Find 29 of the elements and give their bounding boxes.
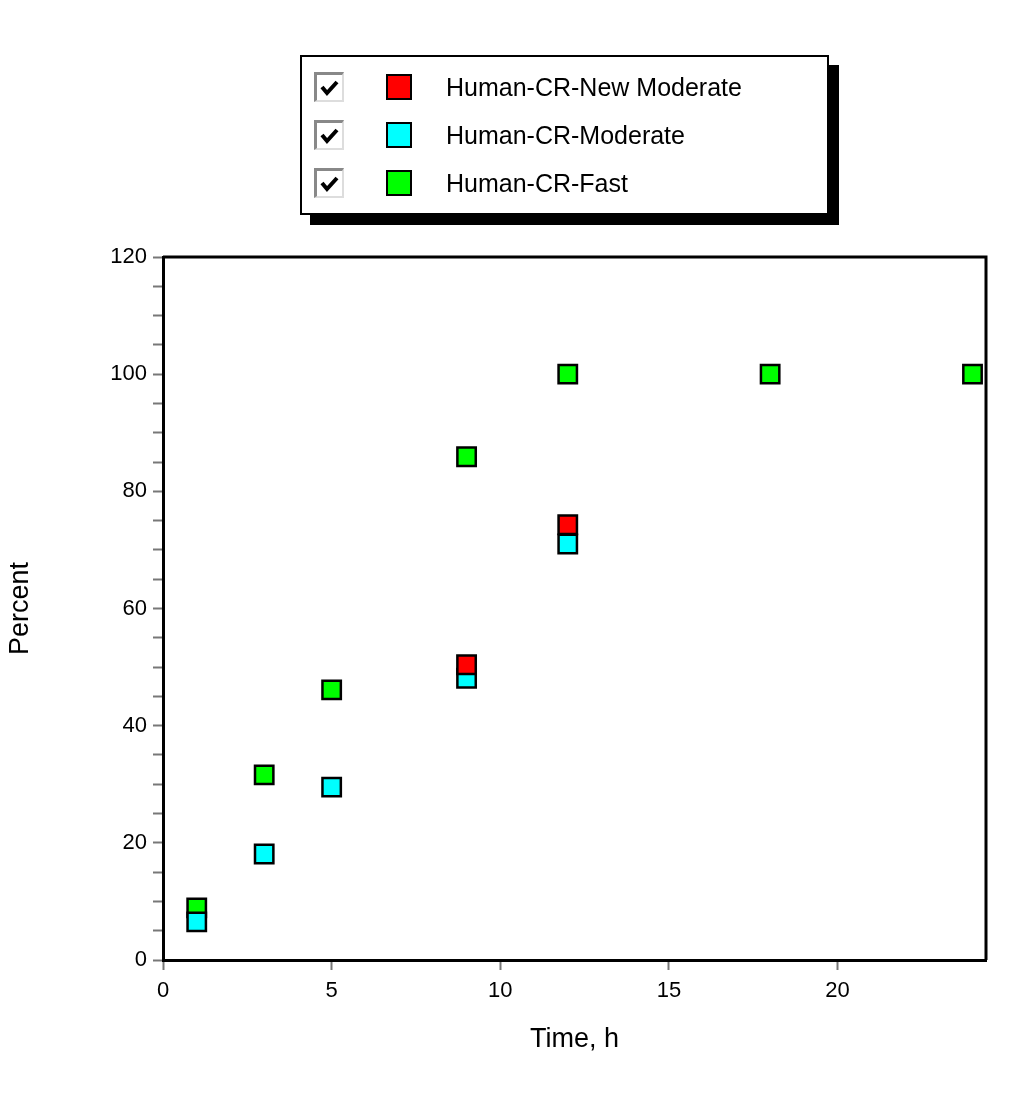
point <box>962 363 983 385</box>
y-tick-label: 60 <box>122 594 147 620</box>
y-tick-label: 100 <box>110 360 147 386</box>
x-tick-label: 10 <box>488 977 513 1003</box>
point <box>557 363 579 385</box>
point <box>253 843 275 865</box>
point <box>321 776 343 798</box>
point <box>321 679 343 701</box>
legend-label: Human-CR-New Moderate <box>446 72 742 102</box>
point <box>557 533 579 555</box>
x-axis-title: Time, h <box>529 1023 620 1054</box>
x-tick-label: 15 <box>656 977 682 1003</box>
y-tick-label: 120 <box>110 243 147 269</box>
y-tick-label: 40 <box>122 711 147 737</box>
legend-label: Human-CR-Fast <box>446 168 628 198</box>
point <box>456 446 478 468</box>
y-tick-label: 80 <box>122 477 147 503</box>
x-tick-label: 0 <box>156 977 170 1003</box>
point <box>186 911 208 933</box>
x-tick-label: 5 <box>325 977 338 1003</box>
y-axis-title: Percent <box>3 561 34 656</box>
point <box>557 514 579 536</box>
y-tick-label: 20 <box>122 828 147 854</box>
point <box>759 363 781 385</box>
point <box>253 764 275 786</box>
point <box>456 654 478 676</box>
legend-label: Human-CR-Moderate <box>446 120 685 150</box>
x-tick-label: 20 <box>825 977 850 1003</box>
y-tick-label: 0 <box>134 946 147 972</box>
